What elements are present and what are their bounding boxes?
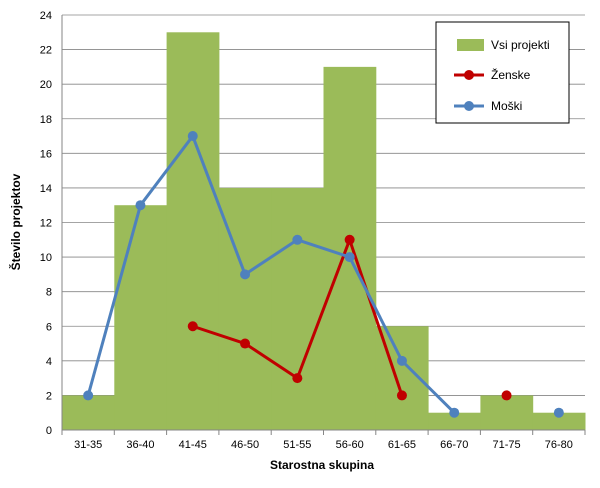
x-tick-label: 51-55	[283, 439, 311, 451]
y-tick-label: 24	[40, 10, 52, 22]
data-point	[240, 338, 251, 349]
series-line-segment	[191, 324, 247, 346]
series-line-segment	[243, 342, 299, 380]
data-point	[553, 407, 564, 418]
x-tick-label: 66-70	[440, 439, 468, 451]
legend-swatch-marker	[464, 101, 474, 111]
x-tick-labels: 31-35 36-40 41-45 46-50 51-55 56-60 61-65 66-70…	[74, 439, 573, 451]
bar	[114, 205, 168, 430]
x-tick-label: 71-75	[492, 439, 520, 451]
y-axis-title: Število projektov	[8, 173, 23, 270]
series-line-segment	[400, 359, 456, 415]
x-tick-label: 46-50	[231, 439, 259, 451]
y-tick-label: 4	[46, 356, 52, 368]
x-axis-title: Starostna skupina	[270, 458, 374, 472]
data-point	[292, 373, 303, 384]
legend: Vsi projekti Ženske Moški	[435, 21, 570, 124]
x-tick-label: 36-40	[126, 439, 154, 451]
y-tick-label: 6	[46, 321, 52, 333]
data-point	[344, 234, 355, 245]
bar	[480, 395, 534, 430]
data-point	[292, 234, 303, 245]
legend-label: Vsi projekti	[491, 38, 550, 52]
data-point	[135, 200, 146, 211]
legend-swatch-marker	[464, 70, 474, 80]
data-point	[240, 269, 251, 280]
x-tick-label: 56-60	[336, 439, 364, 451]
bar	[166, 32, 220, 431]
series-line-segment	[295, 238, 352, 259]
x-tick-label: 61-65	[388, 439, 416, 451]
bar	[323, 66, 377, 430]
data-point	[344, 252, 355, 263]
x-tick-label: 41-45	[179, 439, 207, 451]
x-tick-label: 76-80	[545, 439, 573, 451]
y-tick-label: 8	[46, 287, 52, 299]
bars-group	[62, 32, 586, 431]
series-line-segment	[295, 238, 352, 380]
series-line-segment	[86, 203, 142, 397]
lines-group	[83, 131, 564, 418]
data-point	[396, 355, 407, 366]
x-tick-label: 31-35	[74, 439, 102, 451]
data-point	[501, 390, 512, 401]
series-Ženske	[187, 234, 512, 401]
legend-label: Ženske	[491, 67, 531, 82]
data-point	[396, 390, 407, 401]
y-tick-label: 10	[40, 252, 52, 264]
data-point	[187, 321, 198, 332]
y-tick-label: 14	[40, 183, 52, 195]
data-point	[449, 407, 460, 418]
y-tick-label: 18	[40, 114, 52, 126]
bar	[62, 395, 115, 430]
legend-label: Moški	[491, 99, 522, 113]
series-line-segment	[243, 238, 299, 276]
legend-swatch-bar	[457, 39, 484, 51]
y-tick-label: 2	[46, 390, 52, 402]
series-line-segment	[348, 255, 404, 363]
y-tick-label: 22	[40, 45, 52, 57]
series-Moški	[83, 131, 564, 418]
bar	[271, 187, 324, 430]
y-tick-label: 12	[40, 218, 52, 230]
y-tick-label: 20	[40, 79, 52, 91]
bar	[532, 412, 586, 430]
bar	[428, 412, 481, 430]
series-line-segment	[138, 134, 195, 207]
y-tick-label: 0	[46, 425, 52, 437]
y-tick-label: 16	[40, 148, 52, 160]
data-point	[83, 390, 94, 401]
axes	[61, 15, 586, 435]
series-line-segment	[191, 134, 247, 276]
series-line-segment	[348, 238, 404, 397]
data-point	[187, 131, 198, 142]
